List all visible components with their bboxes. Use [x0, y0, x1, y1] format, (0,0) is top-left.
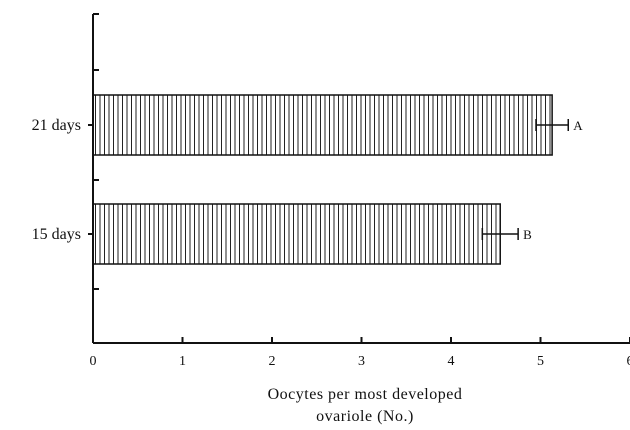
bar-1 [92, 94, 553, 156]
labels-layer: A B 21 days 15 days 0 1 2 3 4 5 6 [32, 117, 630, 369]
x-tick-label-4: 4 [448, 354, 455, 369]
x-axis-title-line-2: ovariole (No.) [316, 408, 414, 425]
error-bars-layer [481, 119, 569, 240]
bar-2 [92, 203, 501, 265]
x-tick-label-5: 5 [537, 354, 544, 369]
x-tick-label-0: 0 [90, 354, 97, 369]
error-bar-1 [535, 119, 569, 131]
x-tick-label-2: 2 [269, 354, 276, 369]
x-axis-title-line-1: Oocytes per most developed [268, 386, 463, 403]
significance-label-1: A [573, 118, 583, 133]
significance-label-2: B [523, 227, 532, 242]
y-tick-label-1: 21 days [32, 117, 81, 134]
error-bar-2 [481, 228, 519, 240]
x-tick-label-6: 6 [627, 354, 630, 369]
x-tick-label-1: 1 [179, 354, 186, 369]
axes-layer [88, 13, 630, 344]
bars-layer [92, 94, 553, 265]
y-tick-label-2: 15 days [32, 226, 81, 243]
x-tick-label-3: 3 [358, 354, 365, 369]
